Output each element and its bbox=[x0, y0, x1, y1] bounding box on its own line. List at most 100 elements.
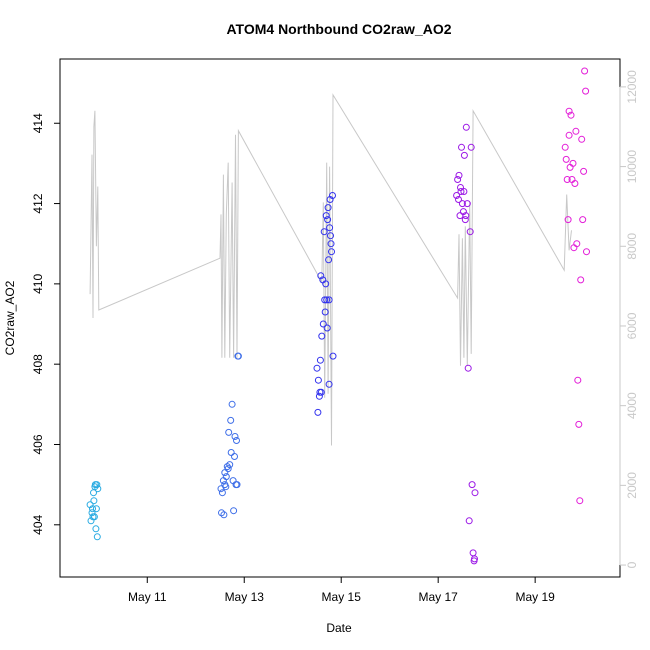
data-point bbox=[453, 192, 461, 199]
data-point bbox=[464, 364, 472, 372]
y-tick-label: 408 bbox=[31, 354, 45, 374]
data-point bbox=[325, 380, 333, 388]
data-point bbox=[221, 481, 229, 489]
y2-tick-label: 2000 bbox=[625, 472, 639, 499]
data-point bbox=[324, 216, 332, 224]
y2-tick-label: 12000 bbox=[625, 70, 639, 104]
data-point bbox=[561, 143, 569, 151]
y2-tick-label: 10000 bbox=[625, 150, 639, 184]
data-point bbox=[226, 461, 234, 469]
y2-tick-label: 0 bbox=[625, 561, 639, 568]
data-point bbox=[578, 135, 586, 143]
data-point bbox=[225, 428, 233, 436]
data-point bbox=[90, 513, 98, 521]
data-point bbox=[318, 332, 326, 340]
data-point bbox=[92, 525, 100, 533]
data-point bbox=[325, 296, 333, 304]
y-tick-label: 414 bbox=[31, 113, 45, 133]
data-point bbox=[457, 188, 465, 195]
data-point bbox=[227, 416, 235, 424]
data-point bbox=[583, 248, 590, 256]
data-point bbox=[323, 296, 331, 304]
x-axis: May 11 May 13 May 15 May 17 May 19 bbox=[128, 576, 555, 604]
data-point bbox=[457, 184, 464, 191]
point-layer bbox=[86, 67, 590, 565]
data-point bbox=[231, 453, 238, 460]
data-point bbox=[458, 200, 466, 208]
data-point bbox=[320, 228, 328, 236]
data-point bbox=[460, 151, 468, 159]
data-point bbox=[573, 240, 581, 248]
data-point bbox=[325, 256, 333, 264]
data-point bbox=[574, 376, 582, 384]
y-axis: 404 406 408 410 412 414 bbox=[31, 113, 61, 535]
data-point bbox=[471, 555, 478, 563]
data-point bbox=[314, 408, 322, 416]
data-point bbox=[579, 216, 587, 224]
data-point bbox=[326, 224, 334, 232]
data-point bbox=[458, 143, 465, 151]
data-point bbox=[314, 376, 322, 384]
plot-frame bbox=[59, 58, 621, 578]
data-point bbox=[230, 507, 238, 515]
data-point bbox=[466, 228, 474, 236]
data-point bbox=[317, 388, 325, 396]
data-point bbox=[233, 481, 241, 489]
data-point bbox=[87, 517, 95, 525]
data-point bbox=[317, 272, 325, 280]
data-point bbox=[315, 392, 323, 400]
data-point bbox=[93, 481, 101, 489]
data-point bbox=[327, 240, 335, 248]
data-point bbox=[321, 296, 329, 304]
data-point bbox=[463, 200, 471, 208]
data-point bbox=[582, 87, 590, 95]
data-point bbox=[328, 248, 335, 256]
data-point bbox=[327, 232, 334, 240]
data-point bbox=[324, 204, 332, 212]
data-point bbox=[471, 489, 479, 497]
x-tick-label: May 17 bbox=[419, 590, 459, 604]
data-point bbox=[467, 143, 475, 151]
data-point bbox=[465, 517, 473, 525]
data-point bbox=[222, 473, 230, 481]
data-point bbox=[220, 511, 228, 519]
data-point bbox=[329, 352, 337, 360]
secondary-line-layer bbox=[89, 93, 572, 446]
data-point bbox=[577, 276, 585, 284]
data-point bbox=[227, 449, 235, 456]
data-point bbox=[322, 212, 330, 220]
x-tick-label: May 19 bbox=[515, 590, 555, 604]
data-point bbox=[563, 176, 571, 183]
data-point bbox=[575, 420, 583, 428]
data-point bbox=[576, 497, 584, 505]
y2-tick-label: 6000 bbox=[625, 312, 639, 339]
data-point bbox=[455, 196, 462, 203]
data-point bbox=[469, 549, 477, 557]
data-point bbox=[89, 505, 96, 513]
data-point bbox=[460, 188, 468, 195]
data-point bbox=[316, 356, 324, 364]
data-point bbox=[93, 533, 101, 541]
data-point bbox=[571, 180, 579, 187]
data-point bbox=[565, 107, 573, 115]
data-point bbox=[218, 489, 226, 497]
data-point bbox=[233, 437, 240, 444]
data-point bbox=[468, 481, 476, 489]
data-point bbox=[462, 123, 470, 131]
data-point bbox=[234, 352, 242, 360]
secondary-series-line bbox=[89, 93, 572, 446]
data-point bbox=[94, 485, 102, 493]
data-point bbox=[461, 216, 469, 224]
data-point bbox=[562, 155, 570, 163]
x-axis-label: Date bbox=[326, 621, 352, 635]
y-tick-label: 412 bbox=[31, 193, 45, 213]
data-point bbox=[231, 433, 239, 440]
data-point bbox=[323, 324, 331, 332]
data-point bbox=[572, 127, 580, 135]
y2-tick-label: 8000 bbox=[625, 233, 639, 260]
data-point bbox=[329, 192, 336, 199]
data-point bbox=[90, 497, 98, 505]
secondary-y-axis: 0 2000 4000 6000 8000 10000 12000 bbox=[619, 70, 639, 568]
data-point bbox=[567, 111, 575, 119]
